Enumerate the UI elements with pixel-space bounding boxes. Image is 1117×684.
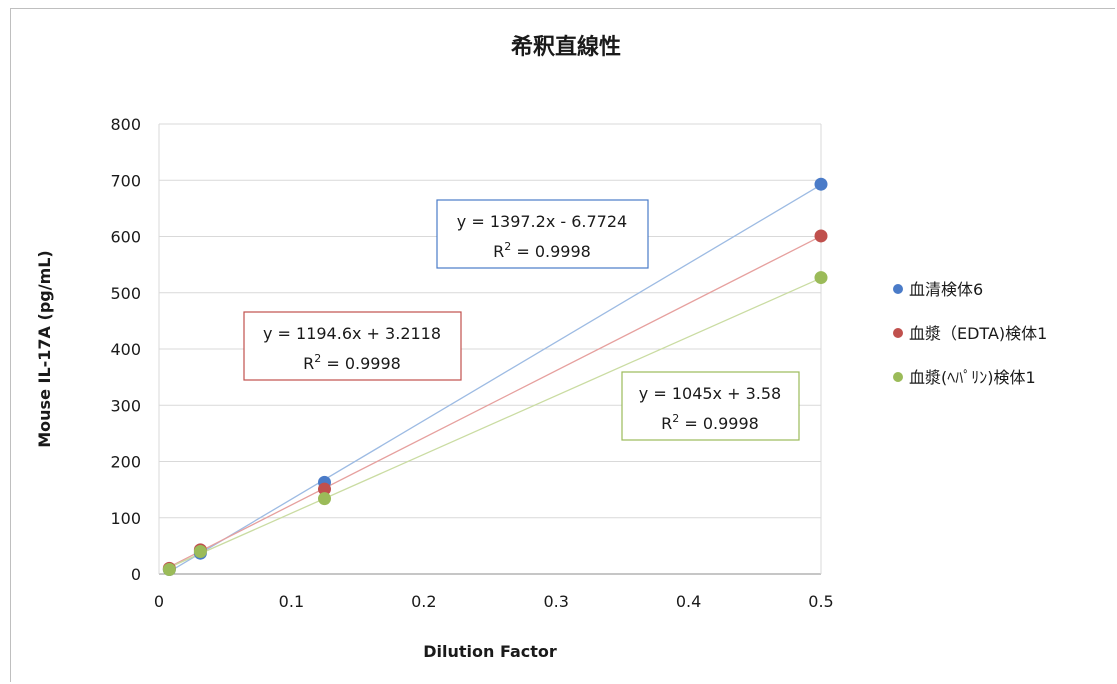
legend-marker	[893, 284, 903, 294]
x-axis-ticks: 0 0.1 0.2 0.3 0.4 0.5	[154, 592, 834, 611]
legend-label: 血漿（EDTA)検体1	[909, 324, 1047, 343]
legend-item-series-2: 血漿（EDTA)検体1	[893, 324, 1047, 343]
x-tick-label: 0.1	[279, 592, 304, 611]
legend-label: 血清検体6	[909, 280, 983, 299]
equation-box-series-1: y = 1397.2x - 6.7724 R2 = 0.9998	[436, 199, 649, 269]
legend-marker	[893, 372, 903, 382]
trendline-series-1	[169, 184, 822, 573]
equation-box-series-2: y = 1194.6x + 3.2118 R2 = 0.9998	[243, 311, 462, 381]
trendline-series-3	[169, 277, 822, 568]
equation-box-series-3: y = 1045x + 3.58 R2 = 0.9998	[621, 371, 800, 441]
data-points	[162, 177, 828, 576]
y-tick-label: 600	[110, 228, 141, 247]
trendline-equation: y = 1397.2x - 6.7724	[457, 212, 627, 231]
chart-frame	[10, 8, 1115, 682]
legend-label: 血漿(ﾍﾊﾟﾘﾝ)検体1	[909, 368, 1036, 387]
equation-box-frame	[621, 371, 800, 441]
legend: 血清検体6 血漿（EDTA)検体1 血漿(ﾍﾊﾟﾘﾝ)検体1	[893, 280, 1047, 387]
trendline-r2: R2 = 0.9998	[303, 352, 401, 373]
trendlines	[169, 184, 822, 573]
data-point-series-2	[318, 482, 331, 496]
y-tick-label: 800	[110, 115, 141, 134]
trendline-r2: R2 = 0.9998	[661, 412, 759, 433]
y-tick-label: 0	[131, 565, 141, 584]
trendline-series-2	[169, 235, 822, 568]
data-point-series-3	[814, 271, 828, 285]
y-tick-label: 300	[110, 396, 141, 415]
y-tick-label: 700	[110, 171, 141, 190]
chart-title: 希釈直線性	[511, 34, 621, 60]
y-axis-ticks: 0 100 200 300 400 500 600 700 800	[110, 115, 141, 584]
legend-item-series-3: 血漿(ﾍﾊﾟﾘﾝ)検体1	[893, 368, 1036, 387]
data-point-series-2	[814, 229, 828, 243]
x-tick-label: 0.2	[411, 592, 436, 611]
x-tick-label: 0.3	[543, 592, 568, 611]
y-tick-label: 400	[110, 340, 141, 359]
x-tick-label: 0.5	[808, 592, 833, 611]
trendline-r2: R2 = 0.9998	[493, 240, 591, 261]
data-point-series-1	[814, 177, 828, 191]
y-axis-label: Mouse IL-17A (pg/mL)	[35, 250, 54, 448]
y-tick-label: 100	[110, 509, 141, 528]
equation-box-frame	[243, 311, 462, 381]
x-tick-label: 0	[154, 592, 164, 611]
y-tick-label: 200	[110, 453, 141, 472]
y-tick-label: 500	[110, 284, 141, 303]
equation-box-frame	[436, 199, 649, 269]
legend-item-series-1: 血清検体6	[893, 280, 983, 299]
trendline-equation: y = 1194.6x + 3.2118	[263, 324, 441, 343]
data-point-series-3	[318, 492, 331, 506]
data-point-series-3	[193, 545, 207, 558]
x-axis-label: Dilution Factor	[423, 642, 557, 661]
x-tick-label: 0.4	[676, 592, 701, 611]
data-point-series-3	[162, 563, 176, 576]
trendline-equation: y = 1045x + 3.58	[639, 384, 781, 403]
legend-marker	[893, 328, 903, 338]
